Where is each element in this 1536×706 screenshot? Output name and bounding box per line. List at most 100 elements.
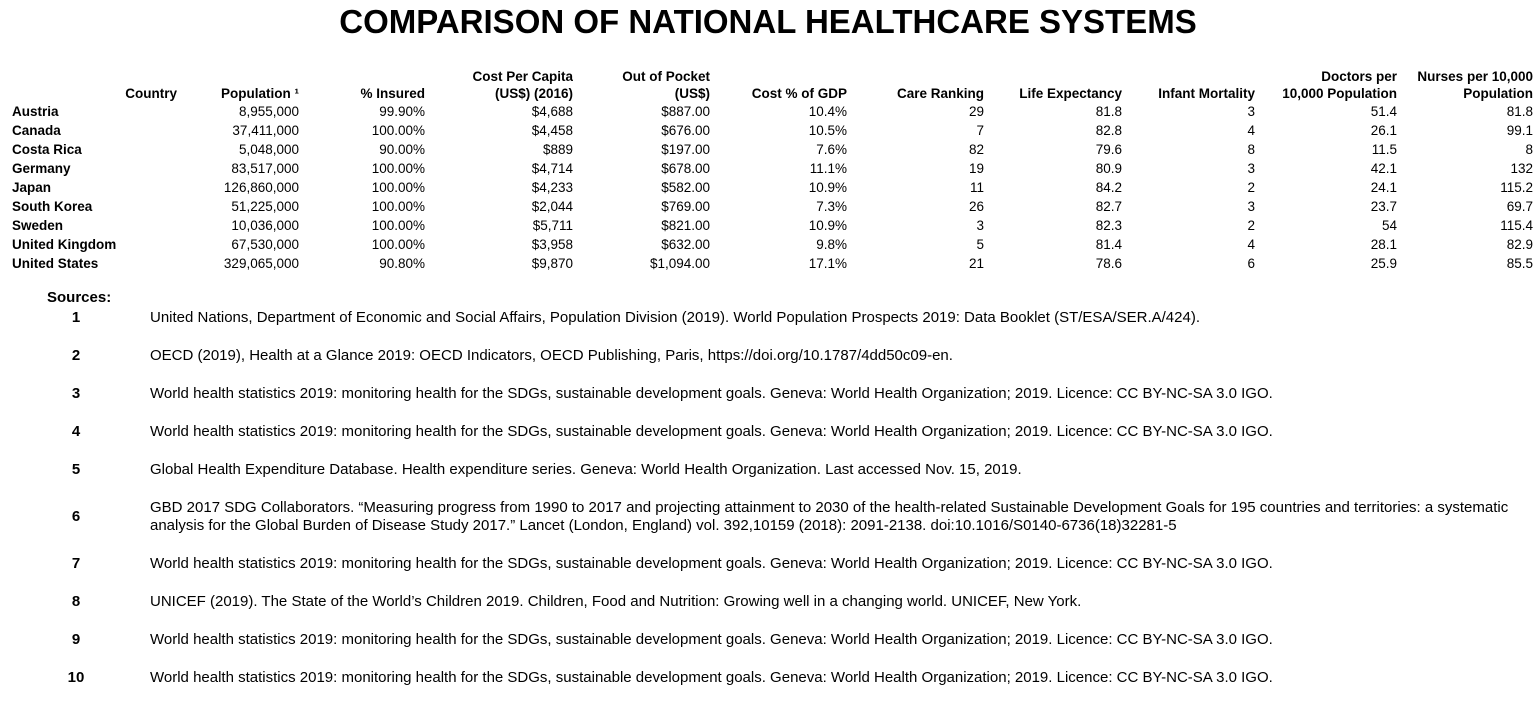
cell-cost-gdp: 9.8% xyxy=(816,237,847,252)
cell-cost-per-capita: $4,688 xyxy=(531,104,573,119)
cell-population: 51,225,000 xyxy=(231,199,299,214)
cell-country: Germany xyxy=(12,161,71,176)
cell-cost-gdp: 10.9% xyxy=(808,180,847,195)
column-header: Infant Mortality xyxy=(1158,86,1255,101)
source-item: 2 OECD (2019), Health at a Glance 2019: … xyxy=(0,347,1536,365)
cell-country: United States xyxy=(12,256,99,271)
cell-care-ranking: 19 xyxy=(968,161,984,176)
cell-out-of-pocket: $582.00 xyxy=(661,180,710,195)
cell-cost-gdp: 10.4% xyxy=(808,104,847,119)
cell-life-expectancy: 82.8 xyxy=(1095,123,1122,138)
source-item: 8 UNICEF (2019). The State of the World’… xyxy=(0,593,1536,611)
cell-nurses: 115.2 xyxy=(1500,180,1533,195)
cell-life-expectancy: 81.4 xyxy=(1095,237,1122,252)
cell-cost-per-capita: $4,714 xyxy=(531,161,573,176)
cell-nurses: 82.9 xyxy=(1506,237,1533,252)
cell-cost-gdp: 7.3% xyxy=(816,199,847,214)
cell-doctors: 51.4 xyxy=(1370,104,1397,119)
source-item: 1 United Nations, Department of Economic… xyxy=(0,309,1536,327)
table-row: Canada 37,411,000 100.00% $4,458 $676.00… xyxy=(12,121,1533,140)
cell-nurses: 69.7 xyxy=(1506,199,1533,214)
cell-life-expectancy: 80.9 xyxy=(1095,161,1122,176)
table-row: Japan 126,860,000 100.00% $4,233 $582.00… xyxy=(12,178,1533,197)
source-number: 7 xyxy=(71,555,81,572)
source-citation: GBD 2017 SDG Collaborators. “Measuring p… xyxy=(150,499,1509,534)
cell-infant-mortality: 3 xyxy=(1247,104,1255,119)
source-number: 1 xyxy=(71,309,81,326)
cell-out-of-pocket: $676.00 xyxy=(661,123,710,138)
cell-out-of-pocket: $887.00 xyxy=(661,104,710,119)
cell-population: 37,411,000 xyxy=(232,123,299,138)
cell-care-ranking: 5 xyxy=(976,237,984,252)
cell-insured: 90.00% xyxy=(379,142,425,157)
source-item: 5 Global Health Expenditure Database. He… xyxy=(0,461,1536,479)
cell-doctors: 24.1 xyxy=(1370,180,1397,195)
source-number: 6 xyxy=(71,508,81,525)
cell-life-expectancy: 82.3 xyxy=(1095,218,1122,233)
table-row: South Korea 51,225,000 100.00% $2,044 $7… xyxy=(12,197,1533,216)
cell-out-of-pocket: $678.00 xyxy=(661,161,710,176)
cell-cost-gdp: 10.5% xyxy=(808,123,847,138)
column-header: Population ¹ xyxy=(221,86,299,101)
cell-doctors: 54 xyxy=(1381,218,1397,233)
table-row: Costa Rica 5,048,000 90.00% $889 $197.00… xyxy=(12,140,1533,159)
sources-heading: Sources: xyxy=(47,289,112,306)
cell-care-ranking: 21 xyxy=(968,256,984,271)
cell-country: United Kingdom xyxy=(12,237,117,252)
column-header: Out of Pocket (US$) xyxy=(622,69,710,101)
cell-cost-per-capita: $5,711 xyxy=(532,218,573,233)
column-header: Doctors per 10,000 Population xyxy=(1282,69,1397,101)
cell-infant-mortality: 3 xyxy=(1247,199,1255,214)
cell-insured: 100.00% xyxy=(371,123,425,138)
table-row: Austria 8,955,000 99.90% $4,688 $887.00 … xyxy=(12,102,1533,121)
source-citation: World health statistics 2019: monitoring… xyxy=(150,555,1273,572)
cell-nurses: 8 xyxy=(1525,142,1533,157)
cell-care-ranking: 29 xyxy=(968,104,984,119)
cell-infant-mortality: 6 xyxy=(1247,256,1255,271)
cell-doctors: 25.9 xyxy=(1370,256,1397,271)
cell-infant-mortality: 8 xyxy=(1247,142,1255,157)
cell-population: 5,048,000 xyxy=(238,142,299,157)
cell-out-of-pocket: $769.00 xyxy=(661,199,710,214)
cell-care-ranking: 11 xyxy=(969,180,984,195)
cell-out-of-pocket: $632.00 xyxy=(661,237,710,252)
source-number: 10 xyxy=(67,669,85,686)
table-row: Germany 83,517,000 100.00% $4,714 $678.0… xyxy=(12,159,1533,178)
cell-life-expectancy: 81.8 xyxy=(1095,104,1122,119)
cell-cost-per-capita: $889 xyxy=(542,142,573,157)
cell-cost-per-capita: $3,958 xyxy=(531,237,573,252)
cell-insured: 90.80% xyxy=(379,256,425,271)
cell-population: 67,530,000 xyxy=(231,237,299,252)
cell-insured: 100.00% xyxy=(371,180,425,195)
source-number: 2 xyxy=(71,347,81,364)
source-item: 3 World health statistics 2019: monitori… xyxy=(0,385,1536,403)
cell-infant-mortality: 4 xyxy=(1247,123,1255,138)
cell-care-ranking: 7 xyxy=(976,123,984,138)
source-number: 5 xyxy=(71,461,81,478)
column-header: Cost % of GDP xyxy=(751,86,847,101)
cell-country: Canada xyxy=(12,123,61,138)
column-header: Nurses per 10,000 Population xyxy=(1417,69,1533,101)
cell-infant-mortality: 2 xyxy=(1247,218,1255,233)
cell-cost-gdp: 10.9% xyxy=(808,218,847,233)
cell-country: Austria xyxy=(12,104,59,119)
cell-doctors: 11.5 xyxy=(1371,142,1397,157)
cell-nurses: 81.8 xyxy=(1506,104,1533,119)
cell-country: Sweden xyxy=(12,218,64,233)
source-item: 6 GBD 2017 SDG Collaborators. “Measuring… xyxy=(0,499,1536,535)
cell-cost-per-capita: $4,458 xyxy=(531,123,573,138)
page-title: COMPARISON OF NATIONAL HEALTHCARE SYSTEM… xyxy=(339,3,1197,40)
cell-doctors: 28.1 xyxy=(1370,237,1397,252)
cell-insured: 100.00% xyxy=(371,237,425,252)
source-number: 3 xyxy=(71,385,81,402)
cell-care-ranking: 3 xyxy=(976,218,984,233)
source-citation: Global Health Expenditure Database. Heal… xyxy=(150,461,1022,478)
cell-life-expectancy: 78.6 xyxy=(1095,256,1122,271)
source-citation: World health statistics 2019: monitoring… xyxy=(150,423,1273,440)
cell-doctors: 42.1 xyxy=(1370,161,1397,176)
cell-nurses: 115.4 xyxy=(1500,218,1533,233)
source-citation: UNICEF (2019). The State of the World’s … xyxy=(150,593,1082,610)
cell-life-expectancy: 79.6 xyxy=(1095,142,1122,157)
source-item: 10 World health statistics 2019: monitor… xyxy=(0,669,1536,687)
cell-insured: 100.00% xyxy=(371,161,425,176)
